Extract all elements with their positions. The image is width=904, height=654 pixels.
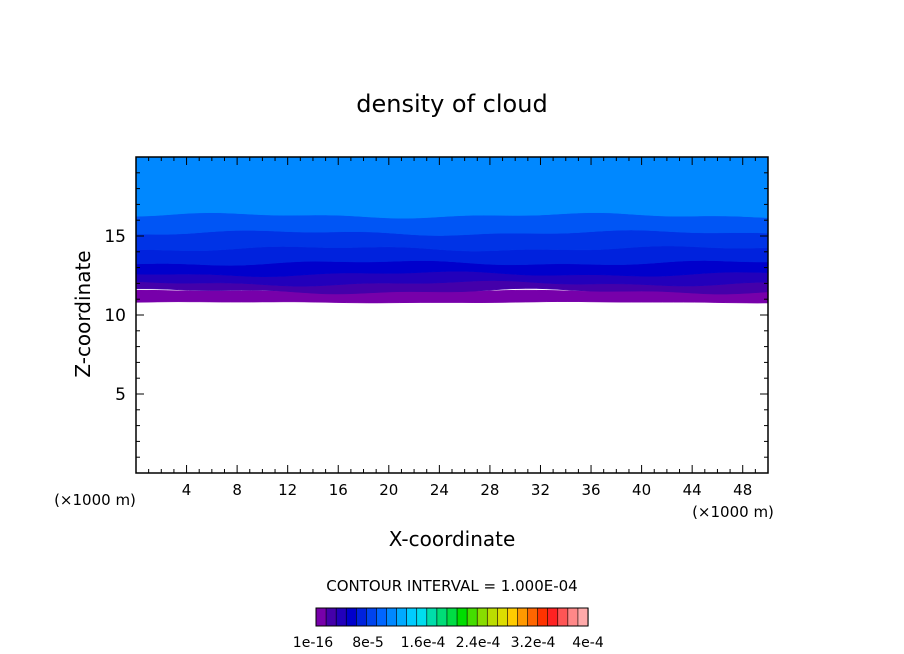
- colorbar-swatch: [567, 607, 579, 627]
- colorbar-swatch: [476, 607, 488, 627]
- colorbar-label: 8e-5: [352, 635, 383, 651]
- colorbar-swatch: [497, 607, 508, 627]
- colorbar-swatch: [366, 607, 378, 627]
- colorbar-label: 1.6e-4: [401, 635, 446, 651]
- colorbar-swatch: [446, 607, 458, 627]
- colorbar-label: 3.2e-4: [511, 635, 556, 651]
- colorbar-swatch: [315, 607, 327, 627]
- colorbar-swatch: [517, 607, 529, 627]
- colorbar-swatch: [577, 607, 589, 627]
- colorbar-swatch: [355, 607, 367, 627]
- colorbar-swatch: [537, 607, 549, 627]
- cloud-density-layers: [135, 156, 769, 304]
- colorbar-swatch: [325, 607, 337, 627]
- x-tick-label: 12: [278, 481, 297, 499]
- colorbar-frame: [315, 607, 589, 627]
- x-tick-label: 48: [733, 481, 752, 499]
- colorbar-swatch: [527, 607, 539, 627]
- colorbar-swatch: [345, 607, 357, 627]
- x-unit-right: (×1000 m): [692, 503, 774, 521]
- colorbar-swatch: [396, 607, 408, 627]
- colorbar-swatch: [416, 607, 428, 627]
- colorbar-swatch: [426, 607, 438, 627]
- x-tick-label: 32: [531, 481, 550, 499]
- x-tick-label: 44: [683, 481, 702, 499]
- contour-interval-note: CONTOUR INTERVAL = 1.000E-04: [326, 577, 577, 595]
- x-tick-label: 36: [581, 481, 600, 499]
- colorbar-label: 2.4e-4: [456, 635, 501, 651]
- colorbar-swatch: [557, 607, 569, 627]
- colorbar-swatch: [406, 607, 418, 627]
- x-unit-left: (×1000 m): [54, 491, 136, 509]
- colorbar-swatch: [466, 607, 478, 627]
- colorbar-swatch: [436, 607, 448, 627]
- y-axis-ticks: 5 10 15: [104, 172, 768, 458]
- y-tick-label: 10: [104, 306, 126, 326]
- x-tick-label: 28: [480, 481, 499, 499]
- x-tick-label: 8: [232, 481, 242, 499]
- cloud-layer-band: [135, 156, 769, 219]
- y-tick-label: 15: [104, 227, 126, 247]
- x-tick-label: 20: [379, 481, 398, 499]
- x-tick-label: 4: [182, 481, 192, 499]
- y-tick-label: 5: [115, 385, 126, 405]
- colorbar-swatch: [456, 607, 468, 627]
- colorbar-label: 4e-4: [572, 635, 604, 651]
- x-axis-label: X-coordinate: [389, 527, 516, 551]
- x-axis-ticks: 4 8 12 16 20 24 28 32 36 40 44 48: [148, 157, 756, 499]
- colorbar-swatch: [547, 607, 559, 627]
- colorbar-swatch: [386, 607, 398, 627]
- y-axis-label: Z-coordinate: [71, 250, 95, 377]
- colorbar-swatch: [335, 607, 347, 627]
- x-tick-label: 40: [632, 481, 651, 499]
- colorbar-swatch: [376, 607, 388, 627]
- colorbar-label: 1e-16: [293, 635, 333, 651]
- x-tick-label: 24: [430, 481, 449, 499]
- colorbar: 1e-16 8e-5 1.6e-4 2.4e-4 3.2e-4 4e-4: [293, 607, 604, 651]
- colorbar-swatch: [486, 607, 498, 627]
- chart-title: density of cloud: [356, 90, 547, 118]
- colorbar-swatch: [507, 607, 519, 627]
- x-tick-label: 16: [329, 481, 348, 499]
